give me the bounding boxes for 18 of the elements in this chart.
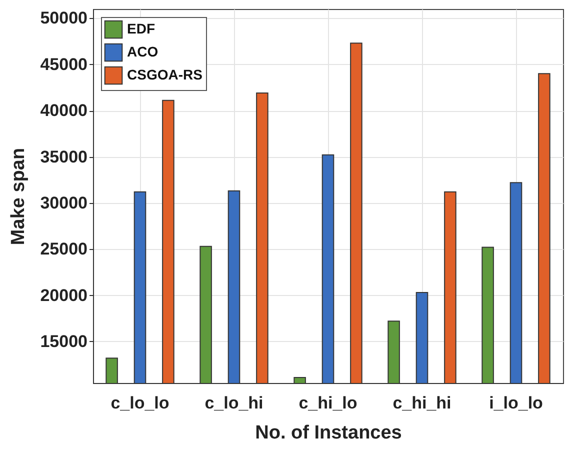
x-tick-label: c_hi_hi [392,394,452,412]
legend-label: ACO [127,44,158,60]
x-tick-label: i_lo_lo [489,394,543,412]
y-tick-label: 50000 [40,8,88,28]
legend-label: EDF [127,20,156,36]
y-tick-label: 30000 [40,193,88,212]
x-tick-label: c_lo_hi [204,394,264,412]
y-tick-label: 45000 [40,54,88,74]
y-tick-label: 35000 [40,147,88,166]
x-tick-label: c_hi_lo [298,394,358,412]
y-tick-label: 40000 [40,101,88,120]
y-tick-label: 20000 [40,286,88,305]
x-axis-title: No. of Instances [255,422,402,444]
legend-label: CSGOA-RS [127,66,202,82]
y-axis-title: Make span [8,148,30,246]
y-tick-label: 25000 [40,240,88,259]
y-tick-label: 15000 [40,332,88,351]
x-tick-label: c_lo_lo [110,394,170,412]
